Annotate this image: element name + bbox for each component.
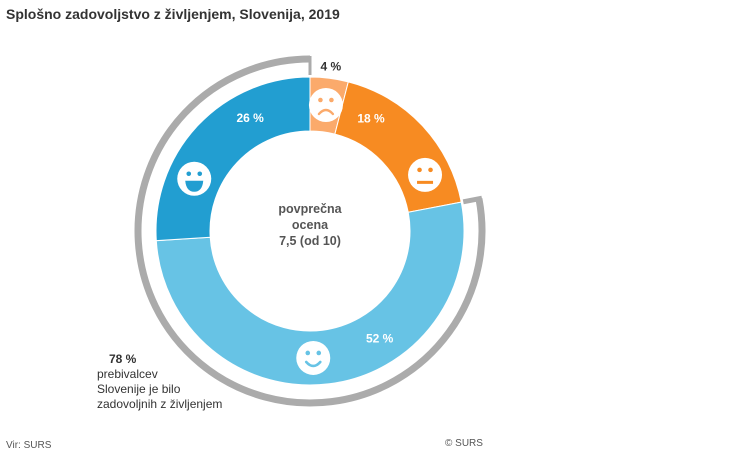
center-label-line-2: ocena: [292, 218, 329, 232]
annotation-line-1: prebivalcev: [97, 367, 158, 381]
slice-value-label: 4 %: [320, 59, 341, 73]
slice-niti-zadovoljni-niti-nezadovoljni: [334, 81, 462, 213]
slice-zelo-zadovoljni: [155, 76, 311, 242]
slice-zadovoljni: [155, 201, 465, 386]
chart-title: Splošno zadovoljstvo z življenjem, Slove…: [6, 6, 340, 22]
sad-face-icon: [308, 88, 343, 123]
source-text: Vir: SURS: [6, 440, 52, 451]
slice-value-label: 18 %: [357, 111, 385, 125]
center-label-line-1: povprečna: [278, 202, 342, 216]
bracket-end-tick: [462, 195, 483, 205]
slice-value-label: 26 %: [236, 111, 264, 125]
copyright-text: © SURS: [445, 438, 483, 449]
annotation-value: 78 %: [109, 352, 137, 366]
slice-value-label: 52 %: [366, 331, 394, 345]
smile-face-icon: [296, 340, 331, 375]
annotation-line-2: Slovenije je bilo: [97, 382, 181, 396]
center-label-line-3: 7,5 (od 10): [279, 234, 341, 248]
annotation: 78 % prebivalcev Slovenije je bilo zadov…: [97, 352, 222, 412]
highlight-bracket-arc: [134, 55, 486, 407]
neutral-face-icon: [408, 157, 443, 192]
laugh-face-icon: [177, 161, 212, 196]
annotation-line-3: zadovoljnih z življenjem: [97, 397, 223, 411]
